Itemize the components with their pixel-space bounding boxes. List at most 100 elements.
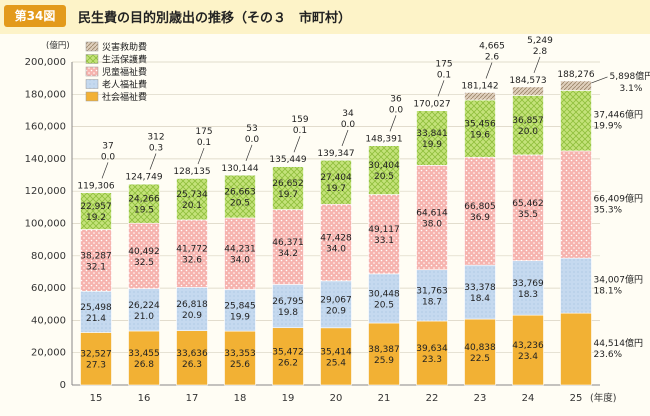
segment-value-label: 29,067 [320,295,352,305]
disaster-pct-label: 0.0 [341,120,356,130]
bar-total-label: 139,347 [317,149,354,159]
segment-pct-label: 20.9 [182,311,202,321]
bar-segment-livelihood [368,145,400,195]
y-tick-label: 200,000 [25,57,66,68]
x-tick-label: 16 [138,393,151,404]
segment-value-label: 26,795 [272,297,304,307]
disaster-pct-label: 0.0 [389,105,404,115]
segment-value-label: 25,845 [224,301,256,311]
y-tick-label: 20,000 [31,348,66,359]
bar-segment-livelihood [128,183,160,224]
segment-value-label: 26,224 [128,301,160,311]
segment-pct-label: 20.5 [230,198,250,208]
segment-value-label: 34,007億円 [594,274,644,286]
segment-pct-label: 19.9 [422,140,442,150]
segment-pct-label: 19.2 [86,213,106,223]
x-tick-label: 21 [378,393,391,404]
y-tick-label: 140,000 [25,154,66,165]
segment-pct-label: 25.9 [374,356,394,366]
segment-pct-label: 20.5 [374,172,394,182]
bar-segment-elderly [320,280,352,329]
callout-line [591,76,608,84]
bar-total-label: 130,144 [221,164,258,174]
bar-total-label: 148,391 [365,134,402,144]
bar-total-label: 181,142 [461,81,498,91]
disaster-pct-label: 0.1 [293,126,307,136]
segment-pct-label: 33.1 [374,236,394,246]
bar-segment-elderly [272,284,304,329]
segment-pct-label: 18.7 [422,297,442,307]
segment-value-label: 38,387 [368,345,400,355]
segment-value-label: 33,455 [128,349,160,359]
segment-pct-label: 19.6 [470,131,490,141]
segment-value-label: 65,462 [512,199,544,209]
disaster-value-label: 175 [435,59,452,69]
bar-segment-child [368,194,400,275]
disaster-value-label: 53 [246,124,257,134]
bar-segment-social [464,318,496,386]
segment-value-label: 44,231 [224,245,256,255]
bar-segment-child [512,154,544,261]
segment-value-label: 32,527 [80,350,112,360]
bar-segment-livelihood [320,159,352,205]
x-tick-label: 23 [474,393,487,404]
bar-total-label: 119,306 [77,181,114,191]
legend-label: 社会福祉費 [102,91,147,103]
disaster-pct-label: 0.1 [197,138,211,148]
segment-value-label: 33,636 [176,349,208,359]
segment-pct-label: 35.3% [594,206,623,216]
segment-pct-label: 19.8 [278,308,298,318]
segment-value-label: 46,371 [272,238,304,248]
y-tick-label: 100,000 [25,219,66,230]
segment-value-label: 31,763 [416,286,448,296]
figure-header: 第34図 民生費の目的別歳出の推移（その３ 市町村） [0,0,650,34]
segment-value-label: 33,378 [464,283,496,293]
bar-segment-livelihood [224,174,256,219]
bar-total-label: 188,276 [557,70,594,80]
segment-value-label: 66,805 [464,202,496,212]
segment-value-label: 26,652 [272,179,304,189]
segment-pct-label: 19.9 [230,312,250,322]
disaster-value-label: 175 [195,127,212,137]
bar-segment-livelihood [512,95,544,156]
figure-number-badge: 第34図 [4,5,66,27]
disaster-pct-label: 2.8 [533,47,548,57]
disaster-value-label: 5,898億円 [610,70,650,82]
segment-pct-label: 32.1 [86,262,106,272]
bar-segment-disaster [560,80,592,91]
segment-pct-label: 18.4 [470,294,490,304]
bar-segment-child [560,150,592,259]
segment-value-label: 41,772 [176,245,208,255]
disaster-value-label: 312 [147,133,164,143]
segment-value-label: 35,414 [320,347,352,357]
segment-value-label: 30,404 [368,161,400,171]
bar-segment-social [368,322,400,386]
callout-line [245,144,253,161]
bar-segment-child [128,222,160,289]
segment-value-label: 26,663 [224,187,256,197]
disaster-pct-label: 3.1% [620,84,643,94]
bar-segment-elderly [512,260,544,316]
segment-value-label: 37,446億円 [594,109,644,121]
bar-segment-child [176,219,208,288]
y-tick-label: 0 [60,380,66,391]
segment-pct-label: 22.5 [470,354,490,364]
segment-value-label: 36,857 [512,116,544,126]
bar-segment-elderly [416,269,448,322]
segment-value-label: 66,409億円 [594,193,644,205]
x-axis-unit: (年度) [590,392,616,404]
segment-pct-label: 18.3 [518,290,538,300]
segment-pct-label: 32.5 [134,258,154,268]
segment-pct-label: 26.3 [182,360,202,370]
disaster-pct-label: 0.1 [437,70,451,80]
segment-value-label: 33,769 [512,279,544,289]
bar-segment-child [224,217,256,290]
bar-segment-livelihood [176,178,208,221]
segment-pct-label: 19.7 [278,190,298,200]
x-tick-label: 17 [186,393,199,404]
callout-line [101,162,109,179]
legend-label: 児童福祉費 [102,66,147,78]
bar-total-label: 124,749 [125,173,162,183]
segment-pct-label: 34.0 [230,256,250,266]
x-tick-label: 18 [234,393,247,404]
